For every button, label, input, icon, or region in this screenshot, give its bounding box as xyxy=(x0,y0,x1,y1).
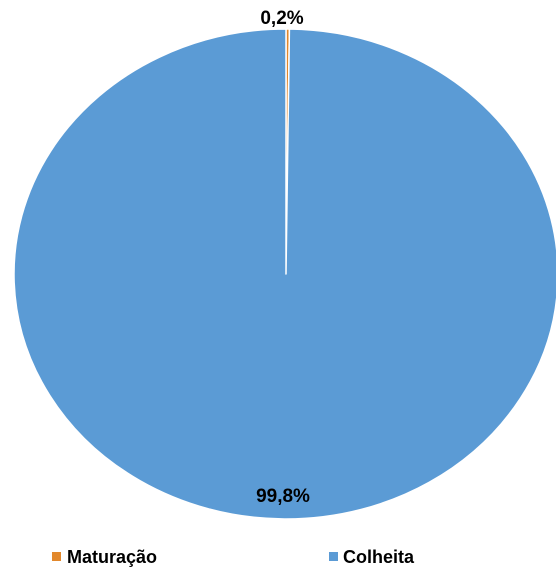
legend-item-maturacao[interactable]: Maturação xyxy=(52,547,157,567)
legend-label-colheita: Colheita xyxy=(343,547,415,567)
pie-slices xyxy=(13,28,556,520)
legend-label-maturacao: Maturação xyxy=(67,547,157,567)
data-label-maturacao: 0,2% xyxy=(260,8,303,29)
data-label-colheita: 99,8% xyxy=(256,486,310,507)
pie-slice-colheita[interactable] xyxy=(13,28,556,520)
legend-item-colheita[interactable]: Colheita xyxy=(329,547,415,567)
legend-swatch-colheita xyxy=(329,552,338,561)
legend-swatch-maturacao xyxy=(52,552,61,561)
legend: Maturação Colheita xyxy=(52,547,415,567)
